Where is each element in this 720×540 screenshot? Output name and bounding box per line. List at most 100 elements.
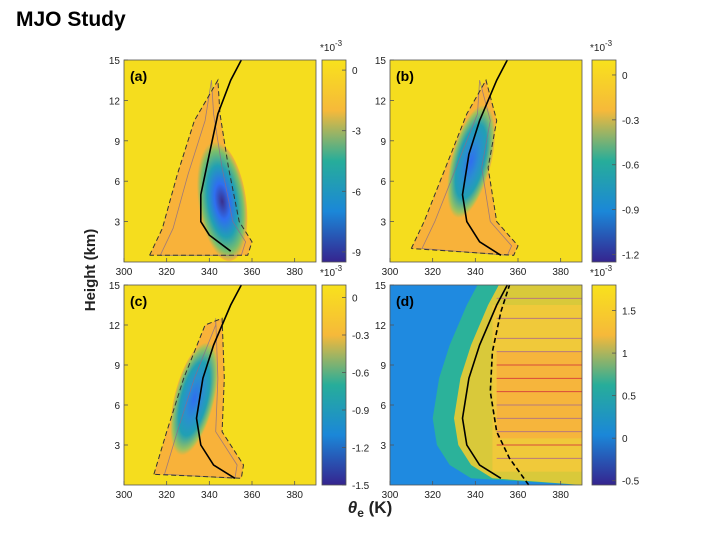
x-tick-label: 320 bbox=[424, 267, 441, 278]
dashed-profile bbox=[489, 284, 530, 486]
x-tick-label: 300 bbox=[116, 267, 133, 278]
x-tick-label: 360 bbox=[510, 490, 527, 501]
y-tick-label: 15 bbox=[375, 56, 387, 67]
y-axis-label: Height (km) bbox=[82, 229, 99, 312]
colorbar-tick-label: 0.5 bbox=[622, 392, 636, 403]
colorbar-tick-label: -6 bbox=[352, 187, 361, 198]
inner-contour bbox=[159, 80, 247, 256]
panel-label: (b) bbox=[396, 68, 414, 84]
y-tick-label: 9 bbox=[380, 137, 386, 148]
x-tick-label: 340 bbox=[201, 267, 218, 278]
colorbar-tick-label: 1 bbox=[622, 349, 628, 360]
y-tick-label: 3 bbox=[114, 218, 120, 229]
colorbar-exponent: -3 bbox=[605, 264, 613, 273]
colorbar-tick-label: 0 bbox=[622, 71, 628, 82]
y-tick-label: 3 bbox=[114, 441, 120, 452]
y-tick-label: 6 bbox=[114, 177, 120, 188]
axes-frame bbox=[389, 59, 583, 263]
y-tick-label: 12 bbox=[109, 321, 121, 332]
colorbar-tick-label: -0.6 bbox=[352, 369, 370, 380]
colorbar-exponent: -3 bbox=[335, 264, 343, 273]
colorbar-multiplier: *10-3 bbox=[590, 264, 613, 279]
panel-label: (c) bbox=[130, 293, 147, 309]
y-tick-label: 3 bbox=[380, 441, 386, 452]
x-axis-label: θe (K) bbox=[348, 498, 393, 520]
colorbar-exponent: -3 bbox=[605, 39, 613, 48]
solid-profile bbox=[200, 59, 243, 252]
colorbar-multiplier: *10-3 bbox=[320, 39, 343, 54]
y-tick-label: 3 bbox=[380, 218, 386, 229]
x-tick-label: 340 bbox=[467, 490, 484, 501]
y-tick-label: 15 bbox=[375, 281, 387, 292]
anomaly-core bbox=[170, 342, 219, 456]
colorbar bbox=[591, 59, 617, 263]
x-axis-subscript: e bbox=[357, 506, 364, 520]
colorbar bbox=[321, 284, 347, 486]
colorbar-tick-label: 0 bbox=[352, 66, 358, 77]
y-tick-label: 6 bbox=[380, 177, 386, 188]
colorbar-tick-label: -1.2 bbox=[622, 251, 640, 262]
colorbar-tick-label: -0.3 bbox=[622, 116, 640, 127]
colorbar-tick-label: -0.5 bbox=[622, 477, 640, 488]
x-tick-label: 360 bbox=[244, 490, 261, 501]
axes-frame bbox=[389, 284, 583, 486]
band-core bbox=[496, 351, 582, 439]
colorbar-tick-label: -0.9 bbox=[622, 206, 640, 217]
colorbar-tick-label: 1.5 bbox=[622, 307, 636, 318]
axes-frame bbox=[123, 59, 317, 263]
panel-label: (d) bbox=[396, 293, 414, 309]
colorbar-multiplier: *10-3 bbox=[320, 264, 343, 279]
y-tick-label: 9 bbox=[114, 361, 120, 372]
panel-0: (a) 3 6 9 12 15 300 320 340 360 380 0 -3 -6 -9 *10-3 bbox=[109, 39, 361, 278]
y-tick-label: 9 bbox=[380, 361, 386, 372]
colorbar-tick-label: -0.6 bbox=[622, 161, 640, 172]
x-tick-label: 380 bbox=[552, 490, 569, 501]
colorbar-exponent: -3 bbox=[335, 39, 343, 48]
solid-profile bbox=[461, 284, 509, 479]
colorbar-tick-label: -9 bbox=[352, 248, 361, 259]
x-axis-unit: (K) bbox=[364, 498, 392, 517]
colorbar-tick-label: -0.9 bbox=[352, 406, 370, 417]
x-tick-label: 300 bbox=[116, 490, 133, 501]
panel-3: (d) 3 6 9 12 15 300 320 340 360 380 1.5 1 0.5 0 -0.5 *10… bbox=[375, 264, 640, 501]
axes-frame bbox=[123, 284, 317, 486]
dashed-contour bbox=[149, 78, 253, 256]
y-tick-label: 9 bbox=[114, 137, 120, 148]
y-tick-label: 12 bbox=[375, 96, 387, 107]
panel-2: (c) 3 6 9 12 15 300 320 340 360 380 0 -0.3 -0.6 -0.9 -1… bbox=[109, 264, 370, 501]
colorbar bbox=[591, 284, 617, 486]
dashed-contour bbox=[410, 78, 519, 256]
solid-profile bbox=[195, 284, 243, 479]
colorbar bbox=[321, 59, 347, 263]
x-tick-label: 320 bbox=[158, 267, 175, 278]
colorbar-tick-label: 0 bbox=[352, 294, 358, 305]
anomaly-core bbox=[447, 105, 495, 219]
panel-1: (b) 3 6 9 12 15 300 320 340 360 380 0 -0.3 -0.6 -0.9 -1… bbox=[375, 39, 640, 278]
y-tick-label: 15 bbox=[109, 281, 121, 292]
inner-contour bbox=[421, 80, 513, 256]
x-tick-label: 340 bbox=[467, 267, 484, 278]
x-tick-label: 320 bbox=[158, 490, 175, 501]
colorbar-tick-label: -3 bbox=[352, 127, 361, 138]
colorbar-multiplier: *10-3 bbox=[590, 39, 613, 54]
x-tick-label: 380 bbox=[552, 267, 569, 278]
x-tick-label: 380 bbox=[286, 490, 303, 501]
x-tick-label: 300 bbox=[382, 490, 399, 501]
x-tick-label: 320 bbox=[424, 490, 441, 501]
colorbar-tick-label: -1.2 bbox=[352, 444, 370, 455]
colorbar-tick-label: 0 bbox=[622, 434, 628, 445]
solid-profile bbox=[461, 59, 509, 256]
x-axis-symbol: θ bbox=[348, 498, 358, 517]
anomaly-core bbox=[196, 141, 248, 261]
colorbar-tick-label: -0.3 bbox=[352, 331, 370, 342]
x-tick-label: 360 bbox=[510, 267, 527, 278]
y-tick-label: 6 bbox=[114, 401, 120, 412]
y-tick-label: 12 bbox=[109, 96, 121, 107]
y-tick-label: 6 bbox=[380, 401, 386, 412]
inner-contour bbox=[163, 318, 238, 479]
y-tick-label: 12 bbox=[375, 321, 387, 332]
panel-label: (a) bbox=[130, 68, 147, 84]
slide-title: MJO Study bbox=[16, 8, 126, 31]
x-tick-label: 300 bbox=[382, 267, 399, 278]
